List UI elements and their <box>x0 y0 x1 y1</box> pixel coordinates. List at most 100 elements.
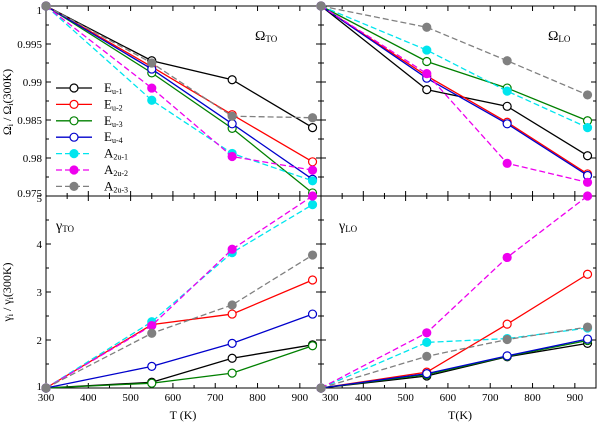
data-point-a-2u-3 <box>502 334 512 345</box>
data-point-a-2u-3 <box>316 1 326 11</box>
data-point-a-2u-3 <box>147 328 157 338</box>
legend-label-a-2u-1: A2u-1 <box>104 146 128 162</box>
y-tick-label: 2 <box>37 335 43 347</box>
plot-frame <box>45 195 322 389</box>
y-axis-title-omega: Ωi / Ωi(300K) <box>0 69 15 135</box>
plot-frame <box>45 5 322 197</box>
legend-marker <box>69 181 79 191</box>
series-line-e-u-1 <box>45 344 313 389</box>
series-line-e-u-3 <box>45 5 313 194</box>
data-point-e-u-1 <box>502 101 512 111</box>
y-tick-label: 3 <box>37 287 43 299</box>
x-tick-label: 900 <box>567 392 584 404</box>
data-point-a-2u-2 <box>502 158 512 168</box>
x-tick-label: 500 <box>122 392 139 404</box>
panel-omega-to: 1 0.995 0.99 0.985 0.98 0.975 ΩTO <box>17 1 322 200</box>
plot-frame <box>320 195 597 389</box>
x-tick-label: 800 <box>249 392 266 404</box>
panel-label-omega-lo: ΩLO <box>548 29 571 44</box>
y-tick-label: 0.995 <box>17 39 42 51</box>
y-tick-label: 0.975 <box>17 188 42 200</box>
data-point-a-2u-2 <box>422 328 432 338</box>
x-tick-label: 800 <box>524 392 541 404</box>
data-point-e-u-1 <box>227 353 237 363</box>
y-tick-label: 0.99 <box>23 77 43 89</box>
panel-label-gamma-to: γTO <box>55 219 75 234</box>
series-line-e-u-4 <box>320 338 588 389</box>
series-line-e-u-1 <box>320 5 588 157</box>
panel-gamma-to: 300 400 500 600 700 800 900 1 2 3 4 5 γTO <box>37 191 322 404</box>
series-line-a-2u-3 <box>320 326 588 389</box>
x-tick-label: 300 <box>322 392 339 404</box>
x-tick-label: 700 <box>482 392 499 404</box>
data-point-a-2u-3 <box>41 1 51 11</box>
series-line-e-u-2 <box>320 5 588 175</box>
series-line-a-2u-1 <box>45 5 313 182</box>
legend-label-e-u-1: Eu-1 <box>104 80 123 96</box>
data-point-a-2u-3 <box>227 300 237 310</box>
data-point-a-2u-2 <box>422 69 432 79</box>
x-tick-label: 600 <box>165 392 182 404</box>
data-point-a-2u-2 <box>502 252 512 263</box>
y-tick-label: 1 <box>37 381 43 393</box>
data-point-e-u-4 <box>582 334 593 344</box>
data-point-a-2u-2 <box>307 165 318 175</box>
series-line-a-2u-3 <box>45 5 313 119</box>
panel-label-gamma-lo: γLO <box>338 219 358 234</box>
x-tick-label: 300 <box>38 392 55 404</box>
data-point-a-2u-1 <box>422 337 432 347</box>
series-line-a-2u-1 <box>320 5 588 129</box>
data-point-e-u-4 <box>502 119 512 129</box>
data-point-a-2u-2 <box>307 191 318 201</box>
panel-gamma-lo: 300 400 500 600 700 800 900 γLO <box>316 191 597 404</box>
series-line-e-u-4 <box>320 5 588 177</box>
data-point-a-2u-1 <box>502 86 512 96</box>
data-point-e-u-1 <box>422 84 432 95</box>
panel-label-omega-to: ΩTO <box>255 29 278 44</box>
data-point-e-u-3 <box>147 378 157 388</box>
y-tick-label: 0.98 <box>23 153 43 165</box>
data-point-e-u-1 <box>582 151 593 161</box>
series-line-e-u-2 <box>45 5 313 163</box>
data-point-a-2u-3 <box>422 351 432 361</box>
data-point-a-2u-2 <box>227 244 237 254</box>
legend-marker <box>69 132 79 142</box>
series-line-a-2u-2 <box>45 195 313 389</box>
series-line-a-2u-3 <box>45 254 313 389</box>
legend-label-e-u-4: Eu-4 <box>104 129 123 145</box>
series-line-e-u-4 <box>45 313 313 389</box>
y-tick-label: 4 <box>37 239 43 251</box>
data-point-a-2u-3 <box>316 383 326 393</box>
data-point-a-2u-3 <box>582 322 593 332</box>
legend-label-e-u-2: Eu-2 <box>104 96 123 112</box>
series-line-e-u-1 <box>320 342 588 389</box>
series-line-a-2u-2 <box>320 195 588 389</box>
y-axis-title-gamma: γi / γi(300K) <box>0 262 15 322</box>
x-tick-label: 900 <box>292 392 309 404</box>
data-point-a-2u-2 <box>227 151 237 162</box>
data-point-a-2u-1 <box>582 122 593 133</box>
series-line-e-u-2 <box>45 279 313 389</box>
data-point-a-2u-1 <box>307 176 318 186</box>
data-point-a-2u-3 <box>502 56 512 66</box>
series-line-a-2u-1 <box>320 327 588 389</box>
data-point-a-2u-2 <box>582 177 593 187</box>
x-tick-label: 600 <box>440 392 457 404</box>
panel-omega-lo: ΩLO <box>316 1 597 197</box>
y-tick-label: 0.985 <box>17 115 42 127</box>
legend-marker <box>69 99 79 110</box>
data-point-a-2u-1 <box>422 45 432 55</box>
data-point-a-2u-3 <box>422 22 432 32</box>
y-tick-label: 1 <box>37 5 43 17</box>
data-point-e-u-2 <box>227 309 237 319</box>
data-point-a-2u-1 <box>307 200 318 210</box>
data-point-a-2u-1 <box>147 95 157 105</box>
series-line-e-u-3 <box>320 5 588 122</box>
x-tick-label: 700 <box>207 392 224 404</box>
x-tick-label: 400 <box>355 392 372 404</box>
x-tick-label: 500 <box>397 392 414 404</box>
data-point-a-2u-2 <box>582 191 593 201</box>
